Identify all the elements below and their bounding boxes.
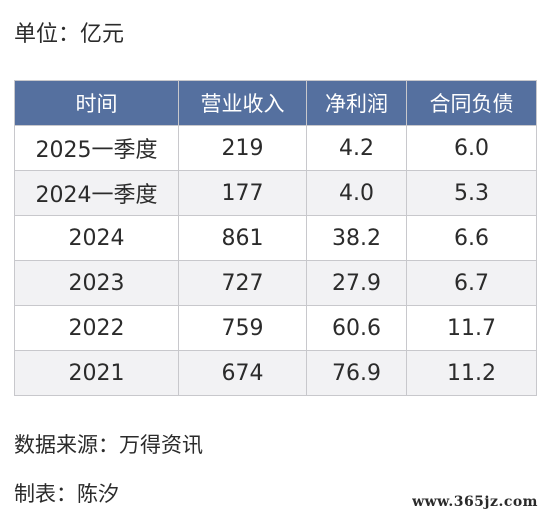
table-row: 2022 759 60.6 11.7	[14, 305, 537, 351]
table-maker-label: 制表：陈汐	[14, 482, 119, 506]
cell-net-profit: 27.9	[306, 260, 407, 306]
cell-period: 2022	[14, 305, 179, 351]
table-row: 2023 727 27.9 6.7	[14, 260, 537, 306]
cell-contract-liabilities: 11.2	[406, 350, 537, 396]
header-contract-liabilities: 合同负债	[406, 80, 537, 126]
cell-period: 2023	[14, 260, 179, 306]
cell-revenue: 177	[178, 170, 307, 216]
cell-net-profit: 4.2	[306, 125, 407, 171]
cell-revenue: 674	[178, 350, 307, 396]
cell-period: 2025一季度	[14, 125, 179, 171]
table-header-row: 时间 营业收入 净利润 合同负债	[14, 80, 537, 126]
cell-period: 2024	[14, 215, 179, 261]
data-source-label: 数据来源：万得资讯	[14, 433, 203, 457]
table-row: 2025一季度 219 4.2 6.0	[14, 125, 537, 171]
unit-label: 单位：亿元	[14, 22, 125, 47]
site-watermark: www.365jz.com	[412, 494, 538, 510]
cell-net-profit: 4.0	[306, 170, 407, 216]
cell-period: 2021	[14, 350, 179, 396]
cell-revenue: 861	[178, 215, 307, 261]
table-row: 2021 674 76.9 11.2	[14, 350, 537, 396]
header-revenue: 营业收入	[178, 80, 307, 126]
financial-table: 时间 营业收入 净利润 合同负债 2025一季度 219 4.2 6.0 202…	[14, 80, 537, 396]
cell-net-profit: 60.6	[306, 305, 407, 351]
header-net-profit: 净利润	[306, 80, 407, 126]
cell-net-profit: 76.9	[306, 350, 407, 396]
cell-period: 2024一季度	[14, 170, 179, 216]
header-period: 时间	[14, 80, 179, 126]
cell-contract-liabilities: 5.3	[406, 170, 537, 216]
cell-contract-liabilities: 6.0	[406, 125, 537, 171]
cell-revenue: 759	[178, 305, 307, 351]
cell-contract-liabilities: 6.6	[406, 215, 537, 261]
cell-contract-liabilities: 6.7	[406, 260, 537, 306]
cell-revenue: 727	[178, 260, 307, 306]
cell-net-profit: 38.2	[306, 215, 407, 261]
table-row: 2024一季度 177 4.0 5.3	[14, 170, 537, 216]
cell-contract-liabilities: 11.7	[406, 305, 537, 351]
cell-revenue: 219	[178, 125, 307, 171]
table-row: 2024 861 38.2 6.6	[14, 215, 537, 261]
